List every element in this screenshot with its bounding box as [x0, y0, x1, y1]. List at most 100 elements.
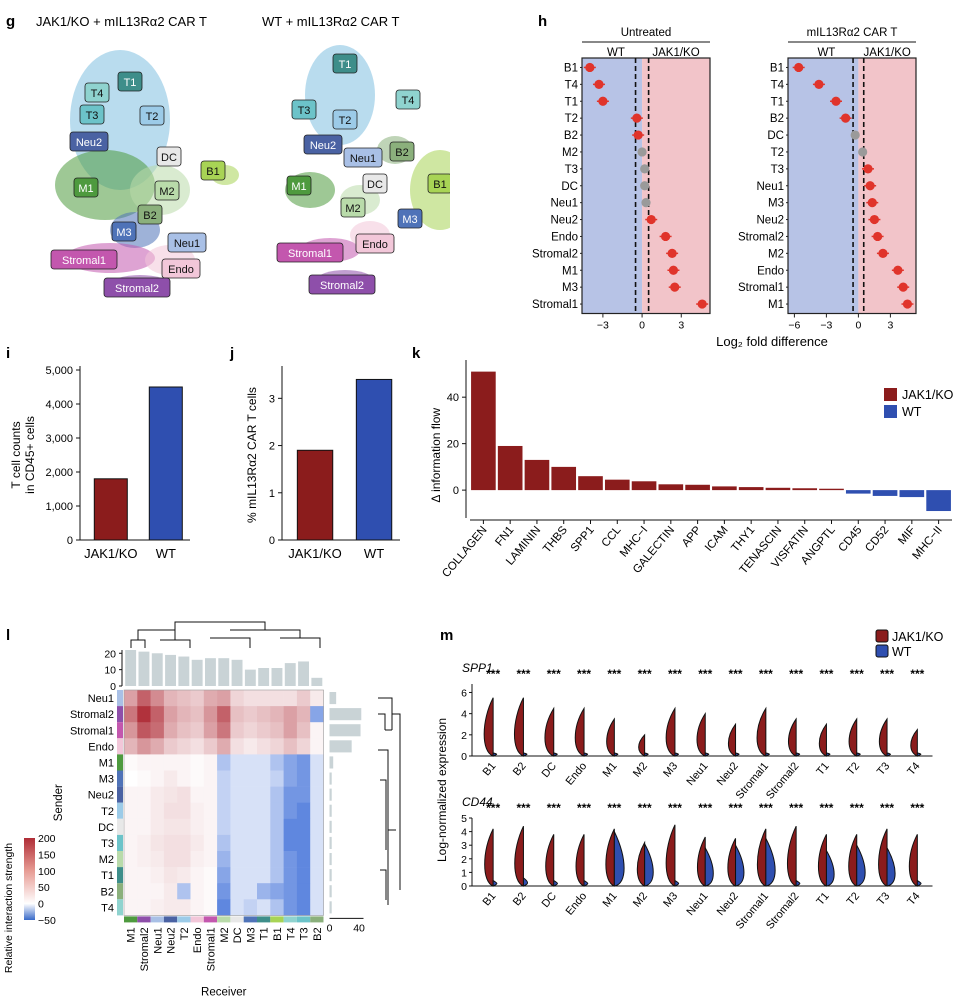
m-significance: ***: [880, 667, 894, 681]
m-category-label: DC: [540, 890, 559, 910]
heat-cell: [230, 883, 244, 900]
heat-cell: [296, 834, 311, 852]
cluster-label-text: B2: [143, 210, 156, 222]
dotplot-row-label: T2: [771, 147, 784, 159]
m-violin-wt: [825, 752, 831, 757]
m-significance: ***: [910, 667, 924, 681]
heat-colorbar-label: Relative interaction strength: [3, 843, 15, 973]
m-significance: ***: [607, 801, 621, 815]
cluster-label-Neu1: Neu1: [167, 232, 207, 253]
dotplot-point: [902, 299, 913, 309]
m-violin-wt: [522, 752, 528, 757]
heat-cell: [230, 738, 244, 755]
dotplot-wt-band: [788, 58, 859, 314]
k-bar-MHC−II: [926, 490, 951, 512]
dotplot-xtick-label: 0: [639, 320, 645, 332]
k-bar-TENASCIN: [765, 487, 791, 491]
cluster-label-text: T4: [91, 88, 104, 100]
m-violin-jak1: [848, 717, 858, 757]
cluster-label-M3: M3: [397, 208, 423, 229]
cluster-label-DC: DC: [156, 146, 182, 167]
dotplot-point: [646, 214, 656, 225]
heat-cell: [310, 706, 324, 723]
heat-cell: [230, 818, 244, 836]
dotplot-row-label: Stromal1: [532, 299, 578, 311]
heat-cell: [124, 722, 138, 739]
m-significance: ***: [729, 667, 743, 681]
bar-ytick-label: 1,000: [45, 501, 73, 513]
dotplot-point: [670, 282, 680, 292]
heat-cell: [310, 867, 324, 884]
heat-cell: [177, 851, 191, 868]
dotplot-group-ko: JAK1/KO: [652, 47, 699, 59]
heat-cell: [230, 899, 244, 916]
dotplot-group-wt: WT: [607, 47, 625, 59]
k-bar-THBS: [551, 466, 577, 491]
heat-cell: [270, 738, 284, 755]
m-violin-jak1: [514, 697, 524, 757]
heat-cell: [150, 786, 165, 803]
m-ytick-label: 6: [461, 687, 467, 699]
k-bar-CD45: [845, 490, 871, 494]
heat-cell: [230, 802, 244, 820]
heat-cell: [243, 690, 258, 707]
heat-top-tick-label: 10: [104, 665, 116, 677]
m-violin-jak1: [878, 828, 888, 887]
m-violin-wt: [916, 752, 922, 757]
heat-cell: [137, 802, 151, 820]
dotplot-row-label: B2: [564, 130, 578, 142]
m-violin-wt: [522, 876, 529, 887]
bar-ytick-label: 3: [269, 393, 275, 405]
heat-row-label: Stromal1: [70, 725, 114, 737]
bar-ytick-label: 1: [269, 488, 275, 500]
heat-colorbar-tick: −50: [38, 915, 56, 927]
heat-cell: [137, 706, 151, 723]
heat-cell: [270, 883, 284, 900]
heat-cell: [283, 690, 298, 707]
m-violin-wt: [674, 752, 679, 757]
heat-cell: [190, 851, 205, 868]
cluster-label-T4: T4: [395, 89, 421, 110]
heat-row-total-bar: [329, 869, 332, 882]
heat-row-total-bar: [329, 708, 362, 721]
cluster-label-T1: T1: [332, 53, 358, 74]
heat-col-label: Stromal1: [205, 927, 217, 971]
heat-cell: [124, 818, 138, 836]
dotplot-title: Untreated: [621, 27, 672, 39]
panel-l-heatmap: l Neu1Stromal2Stromal1EndoM1M3Neu2T2DCT3…: [3, 621, 401, 998]
m-violin-wt: [583, 879, 589, 887]
heat-top-tick-label: 0: [110, 681, 116, 693]
dotplot-row-label: M2: [768, 248, 784, 260]
m-category-label: M2: [631, 890, 650, 909]
bar-WT: [355, 378, 393, 541]
dotplot-row-label: Stromal2: [532, 248, 578, 260]
dotplot-point: [660, 231, 671, 242]
m-category-label: M1: [601, 760, 620, 779]
umap-right-title: WT + mIL13Rα2 CAR T: [262, 14, 399, 29]
bar-JAK1/KO: [296, 449, 334, 541]
heat-col-total-bar: [271, 668, 283, 686]
m-violin-wt: [795, 752, 801, 757]
heat-row-total-bar: [329, 756, 334, 769]
heat-cell: [217, 899, 231, 916]
dotplot-row-label: DC: [561, 181, 578, 193]
m-category-label: Neu2: [715, 760, 741, 788]
heat-cell: [124, 867, 138, 884]
heat-right-dendrogram: [378, 697, 401, 905]
k-ytick-label: 20: [447, 439, 459, 451]
m-violin-jak1: [514, 825, 524, 887]
heat-col-label: Stromal2: [139, 927, 151, 971]
m-violin-jak1: [878, 717, 888, 757]
m-violin-jak1: [787, 825, 797, 887]
heat-cell: [257, 883, 271, 900]
dotplot-row-label: T1: [771, 96, 784, 108]
heat-cell: [177, 899, 191, 916]
dotplot-xtick-label: −6: [788, 320, 800, 332]
heat-row-total-bar: [329, 804, 332, 817]
k-legend-swatch: [884, 405, 897, 418]
cluster-label-box: [343, 147, 383, 168]
cluster-label-text: T1: [124, 77, 137, 89]
heat-cell: [243, 722, 258, 739]
cluster-label-Endo: Endo: [355, 233, 395, 254]
